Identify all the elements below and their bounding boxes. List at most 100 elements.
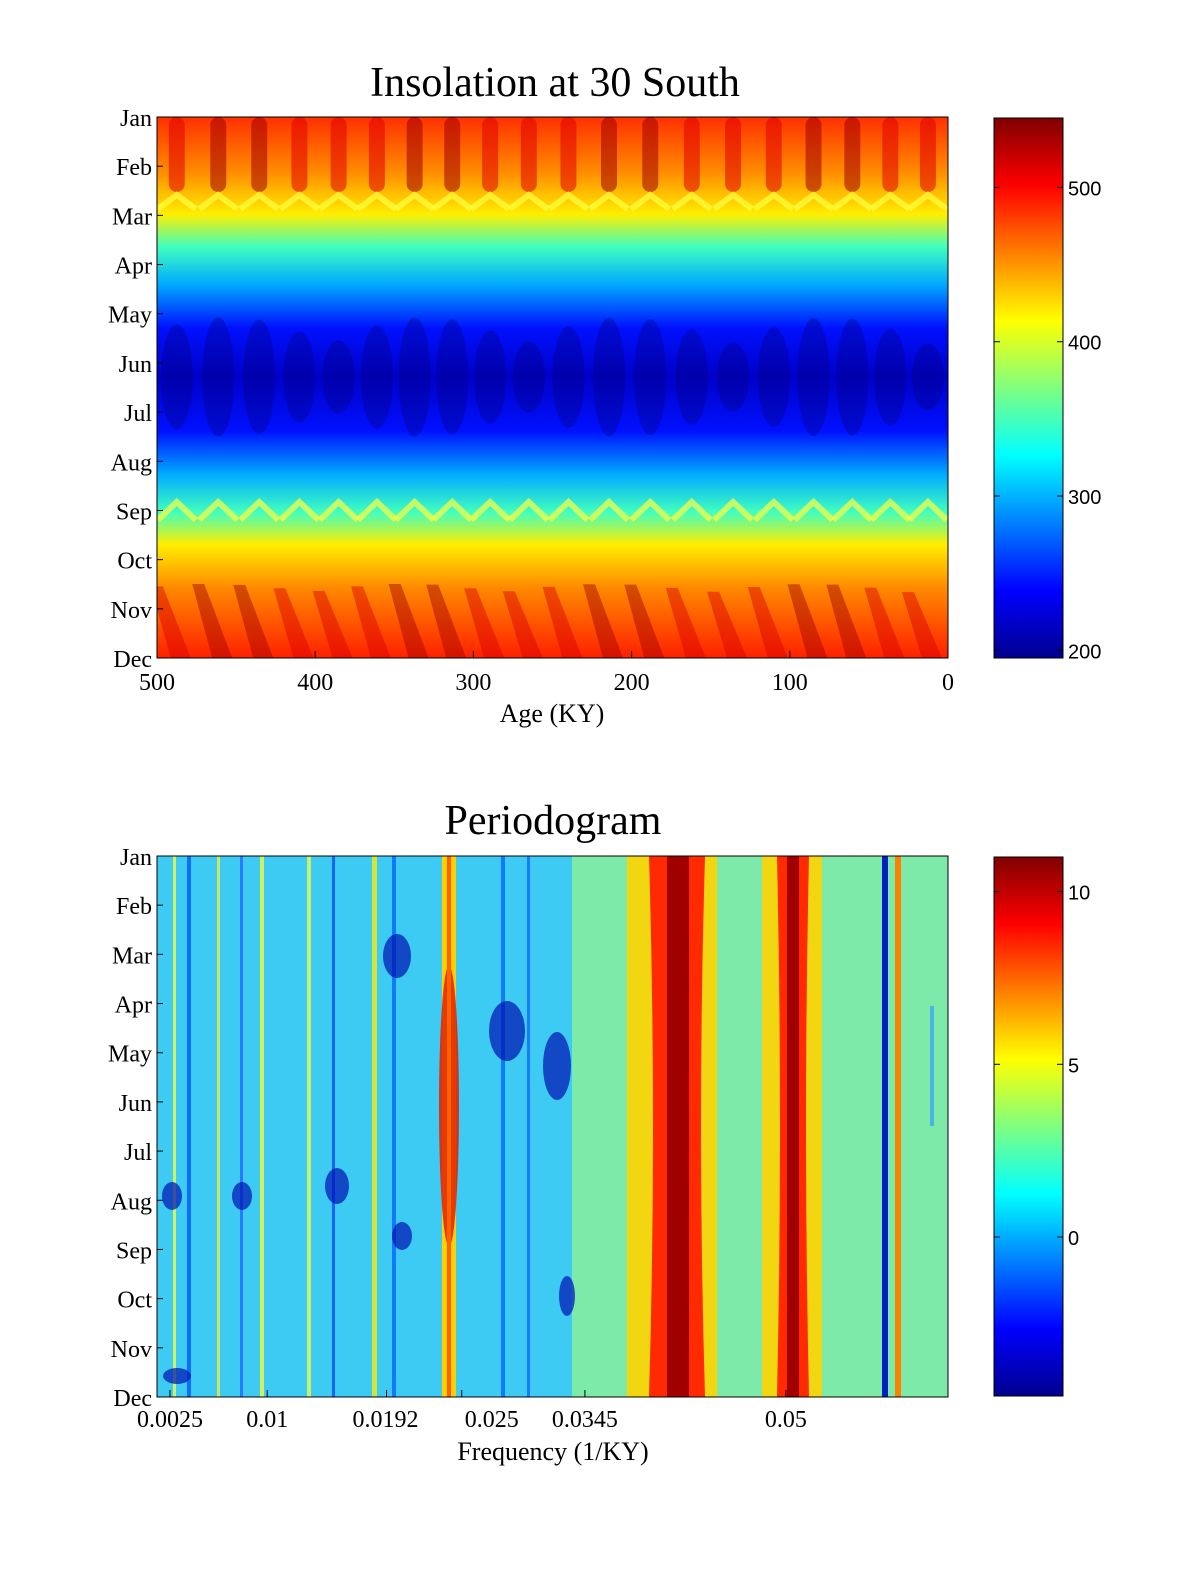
chart2-x-axis: 0.0025 0.01 0.0192 0.025 0.0345 0.05: [137, 1390, 807, 1433]
chart2-frequency-stripes: [157, 856, 948, 1397]
chart1-frame: [156, 116, 949, 659]
chart1-chevron: [157, 497, 198, 523]
chart1-y-axis: Jan Feb Mar Apr May Jun Jul Aug Sep Oct Nov Dec: [108, 106, 163, 673]
chart2-dark-blob: [163, 1368, 191, 1384]
chart1-chevron: [831, 191, 874, 212]
chart2-title: Periodogram: [445, 798, 662, 844]
chart1-chevron: [393, 497, 436, 523]
chart1-chevron: [431, 497, 474, 523]
chart1-core-shade: [243, 319, 276, 435]
chart1-chevron: [752, 191, 795, 212]
chart1-top-stripe: [919, 117, 936, 192]
chart1-top-stripe: [805, 117, 822, 192]
chart1-chevron: [792, 191, 835, 212]
chart1-chevron: [629, 497, 672, 523]
chart1-x-tick-500: 500: [139, 670, 175, 696]
chart1-colorbar-tick-200: 200: [1068, 641, 1101, 663]
chart1-top-stripe: [368, 117, 385, 192]
chart1-core-shade: [757, 327, 790, 427]
chart1-bottom-stripe: [665, 587, 706, 658]
chart2-x-label: Frequency (1/KY): [457, 1437, 648, 1466]
chart2-y-tick-feb: Feb: [116, 894, 152, 920]
chart2-x-tick-0-025: 0.025: [465, 1407, 519, 1433]
chart1-chevron: [355, 497, 398, 523]
chart2-thin-stripe: [240, 856, 243, 1397]
chart1-bottom-stripe: [312, 590, 353, 658]
chart1-core-shade: [634, 318, 667, 436]
chart1-chevron: [238, 191, 281, 212]
chart1-chevron: [671, 191, 713, 212]
chart1-bottom-stripe: [901, 592, 942, 658]
chart1-chevron: [587, 497, 631, 523]
chart1-chevron: [712, 191, 754, 212]
chart1-bottom-stripe: [826, 584, 867, 658]
chart1-core-shade: [593, 317, 626, 437]
chart2-frame: [156, 855, 949, 1398]
chart1-y-tick-may: May: [108, 303, 152, 329]
chart2-thin-stripe: [260, 856, 264, 1397]
chart1-y-tick-jan: Jan: [120, 106, 152, 132]
chart2-y-tick-aug: Aug: [111, 1189, 152, 1215]
chart2-dark-blob: [543, 1032, 571, 1100]
chart1-x-tick-300: 300: [455, 670, 491, 696]
chart1-background: [157, 117, 948, 658]
chart1-chevron: [317, 191, 360, 212]
chart1-chevron: [712, 497, 755, 523]
chart1-core-shade: [552, 326, 585, 428]
chart2-x-tick-0-01: 0.01: [246, 1407, 288, 1433]
chart1-top-stripe: [642, 117, 659, 192]
chart2-y-tick-jan: Jan: [120, 845, 152, 871]
chart1-colorbar-tick-400: 400: [1068, 333, 1101, 355]
chart2-orange-line: [895, 856, 901, 1397]
chart2-dark-blob: [559, 1276, 575, 1316]
chart2-colorbar-tick-5: 5: [1068, 1055, 1079, 1077]
chart1-y-tick-apr: Apr: [115, 254, 152, 280]
chart1-y-tick-feb: Feb: [116, 155, 152, 181]
chart1-chevron: [197, 497, 240, 523]
chart1-top-stripe: [210, 117, 227, 192]
chart1-chevron: [670, 497, 713, 523]
chart1-top-stripe: [601, 117, 618, 192]
chart1-top-stripe: [330, 117, 347, 192]
chart1-top-stripe: [291, 117, 308, 192]
chart2-thin-stripe: [217, 856, 220, 1397]
chart1-top-stripe: [520, 117, 537, 192]
chart1-chevron: [869, 191, 912, 212]
chart1-x-label: Age (KY): [500, 699, 605, 728]
chart1-bottom-stripe: [426, 584, 467, 658]
chart1-chevron: [907, 191, 948, 212]
chart2-blue-line: [882, 856, 888, 1397]
chart1-chevron: [197, 191, 240, 212]
chart2-y-tick-apr: Apr: [115, 993, 152, 1019]
chart1-x-axis: 500 400 300 200 100 0: [139, 651, 954, 696]
chart2-stripe-0025-core: [447, 856, 451, 1397]
chart2-dark-blob: [232, 1182, 252, 1210]
chart1-core-shade: [202, 317, 235, 437]
chart1-chevron: [792, 497, 835, 523]
chart2-y-tick-nov: Nov: [111, 1337, 152, 1363]
chart2-thin-stripe: [307, 856, 311, 1397]
chart2-x-tick-0-0192: 0.0192: [353, 1407, 419, 1433]
chart1-bottom-stripe: [273, 588, 314, 658]
chart2-x-tick-0-0025: 0.0025: [137, 1407, 203, 1433]
chart1-top-stripe: [168, 117, 185, 192]
chart2-x-tick-0-0345: 0.0345: [552, 1407, 618, 1433]
chart1-core-shade: [360, 325, 393, 429]
chart1-chevron: [356, 191, 398, 212]
chart2-colorbar: 0 5 10: [993, 856, 1090, 1397]
chart1-bottom-stripe: [864, 587, 905, 658]
chart1-chevron: [317, 497, 360, 523]
chart1-colorbar: 200 300 400 500: [993, 117, 1101, 663]
chart1-bottom-stripe: [350, 586, 391, 658]
chart1-core-shade: [322, 340, 355, 414]
chart1-top-stripe: [406, 117, 423, 192]
chart1-core-shade: [474, 330, 507, 424]
chart2-thin-stripe: [372, 856, 377, 1397]
chart1-core-shade: [911, 343, 944, 411]
chart1-chevron: [469, 497, 512, 523]
chart1-bottom-stripe: [502, 591, 543, 658]
chart2-thin-stripe: [527, 856, 530, 1397]
chart1-y-tick-dec: Dec: [113, 647, 152, 673]
chart1-bottom-stripe: [192, 584, 233, 658]
